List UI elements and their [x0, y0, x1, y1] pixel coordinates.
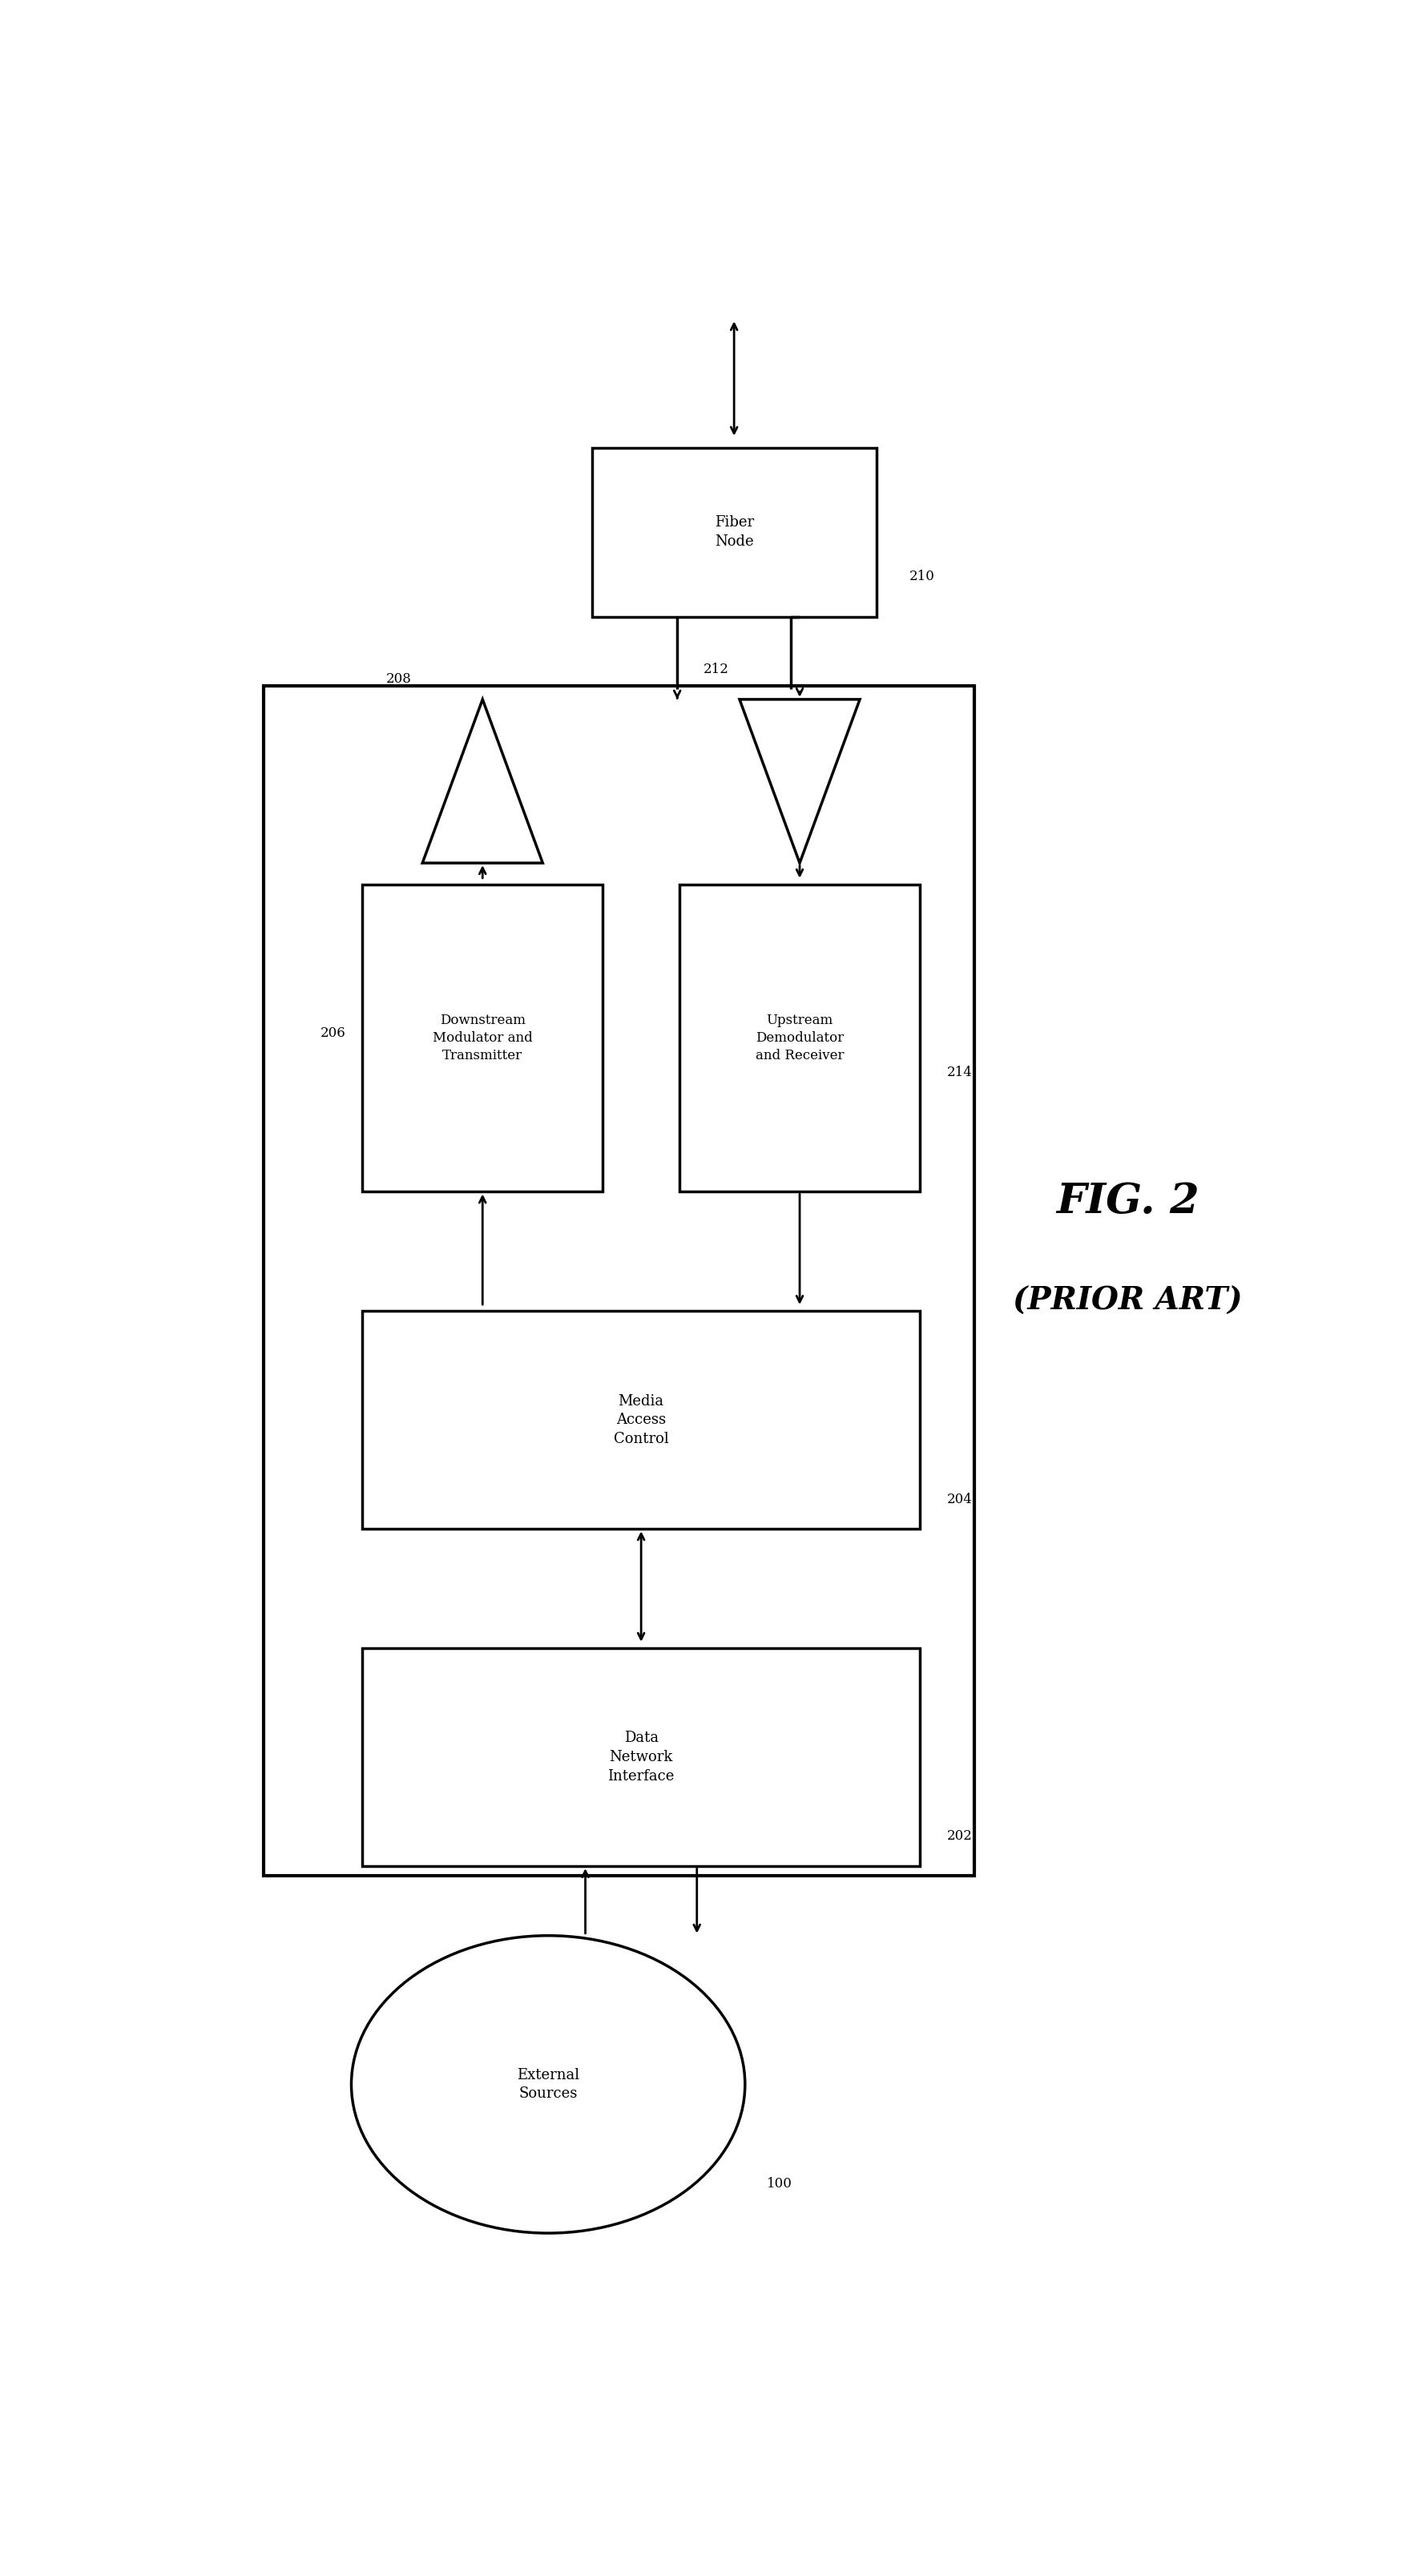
- Polygon shape: [739, 698, 859, 863]
- Bar: [363, 1649, 920, 1865]
- Bar: [363, 1311, 920, 1530]
- Text: 212: 212: [703, 662, 728, 675]
- Text: 100: 100: [768, 2177, 793, 2190]
- Text: 208: 208: [387, 672, 412, 685]
- Ellipse shape: [351, 1935, 745, 2233]
- Text: 204: 204: [947, 1492, 972, 1507]
- Text: Media
Access
Control: Media Access Control: [614, 1394, 669, 1445]
- Text: Downstream
Modulator and
Transmitter: Downstream Modulator and Transmitter: [433, 1012, 532, 1064]
- Polygon shape: [422, 698, 543, 863]
- Bar: [593, 448, 876, 616]
- Text: 214: 214: [947, 1066, 972, 1079]
- Text: 206: 206: [320, 1025, 346, 1041]
- Text: 202: 202: [947, 1829, 972, 1844]
- Text: (PRIOR ART): (PRIOR ART): [1013, 1285, 1243, 1316]
- Text: 210: 210: [909, 569, 934, 585]
- Text: Upstream
Demodulator
and Receiver: Upstream Demodulator and Receiver: [755, 1012, 844, 1064]
- Text: Data
Network
Interface: Data Network Interface: [608, 1731, 674, 1783]
- Text: External
Sources: External Sources: [516, 2069, 580, 2102]
- Text: FIG. 2: FIG. 2: [1055, 1182, 1199, 1221]
- Bar: [680, 884, 920, 1193]
- Bar: [363, 884, 602, 1193]
- Bar: [264, 685, 975, 1875]
- Text: Fiber
Node: Fiber Node: [714, 515, 753, 549]
